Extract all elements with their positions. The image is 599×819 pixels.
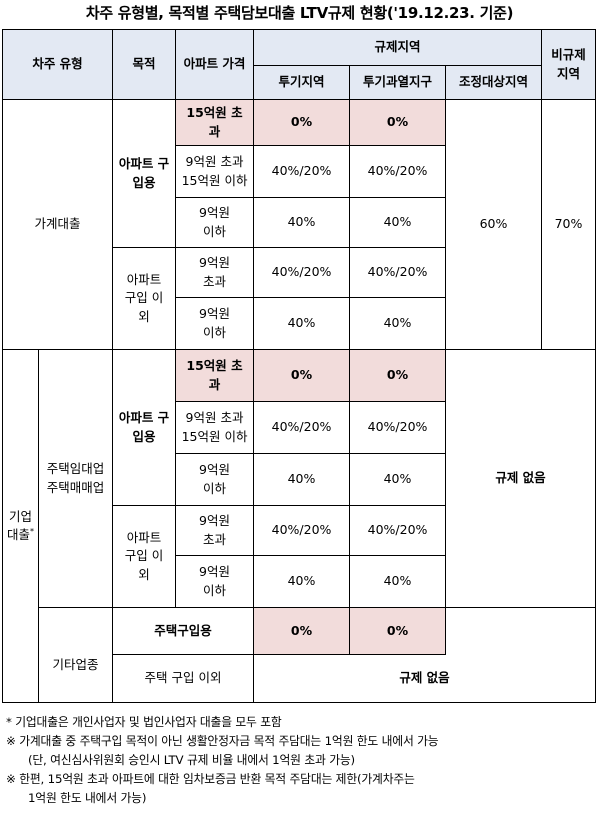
page-title: 차주 유형별, 목적별 주택담보대출 LTV규제 현황('19.12.23. 기…: [85, 4, 514, 22]
corporate-purchase-label: 아파트 구입용: [112, 349, 177, 506]
footnote: * 기업대출은 개인사업자 및 법인사업자 대출을 모두 포함: [6, 715, 282, 729]
other-business-non-purchase: 주택 구입 이외: [112, 654, 255, 703]
speculative-value: 40%/20%: [253, 247, 351, 298]
overheated-value: 40%: [349, 297, 447, 350]
speculative-value: 0%: [253, 349, 351, 402]
overheated-value: 40%/20%: [349, 505, 447, 556]
overheated-value: 0%: [349, 99, 447, 146]
header-non-regulated: 비규제 지역: [541, 29, 597, 100]
footnote: ※ 한편, 15억원 초과 아파트에 대한 임차보증금 반환 목적 주담대는 제…: [6, 772, 415, 786]
price-cell: 9억원 초과: [175, 247, 255, 298]
price-cell: 9억원 초과: [175, 505, 255, 556]
speculative-value: 40%: [253, 197, 351, 248]
other-business-label: 기타업종: [37, 607, 114, 703]
price-cell: 9억원 이하: [175, 197, 255, 248]
price-cell: 15억원 초과: [175, 349, 255, 402]
price-cell: 9억원 초과 15억원 이하: [175, 145, 255, 198]
header-overheated: 투기과열지구: [349, 65, 447, 100]
header-apt-price: 아파트 가격: [175, 29, 255, 100]
other-business-no-regulation: 규제 없음: [253, 654, 597, 703]
corporate-loan-label: 기업 대출*: [2, 349, 39, 703]
overheated-value: 0%: [349, 349, 447, 402]
other-business-purchase: 주택구입용: [112, 607, 255, 655]
footnote: 1억원 한도 내에서 가능): [28, 791, 147, 805]
header-regulated-area: 규제지역: [253, 29, 543, 66]
speculative-value: 40%: [253, 555, 351, 608]
speculative-value: 40%: [253, 453, 351, 506]
footnotes: * 기업대출은 개인사업자 및 법인사업자 대출을 모두 포함 ※ 가계대출 중…: [6, 713, 596, 808]
overheated-value: 0%: [349, 607, 447, 655]
household-other-label: 아파트 구입 이외: [112, 247, 177, 350]
price-cell: 9억원 이하: [175, 453, 255, 506]
footnote: (단, 여신심사위원회 승인시 LTV 규제 비율 내에서 1억원 초과 가능): [28, 753, 355, 767]
price-cell: 9억원 초과 15억원 이하: [175, 401, 255, 454]
header-speculative: 투기지역: [253, 65, 351, 100]
footnote: ※ 가계대출 중 주택구입 목적이 아닌 생활안정자금 목적 주담대는 1억원 …: [6, 734, 439, 748]
ltv-regulation-table: 차주 유형 목적 아파트 가격 규제지역 비규제 지역 투기지역 투기과열지구 …: [1, 29, 597, 703]
speculative-value: 40%: [253, 297, 351, 350]
corporate-other-label: 아파트 구입 이외: [112, 505, 177, 608]
blank-cell: [445, 607, 597, 655]
speculative-value: 40%/20%: [253, 145, 351, 198]
overheated-value: 40%/20%: [349, 145, 447, 198]
household-adjustment-value: 60%: [445, 99, 543, 350]
speculative-value: 40%/20%: [253, 505, 351, 556]
header-adjustment: 조정대상지역: [445, 65, 543, 100]
speculative-value: 40%/20%: [253, 401, 351, 454]
price-cell: 15억원 초과: [175, 99, 255, 146]
price-cell: 9억원 이하: [175, 297, 255, 350]
rental-business-label: 주택임대업 주택매매업: [37, 349, 114, 608]
household-non-regulated-value: 70%: [541, 99, 597, 350]
corporate-no-regulation: 규제 없음: [445, 349, 597, 608]
header-borrower-type: 차주 유형: [1, 29, 114, 100]
overheated-value: 40%: [349, 197, 447, 248]
household-loan-label: 가계대출: [1, 99, 114, 350]
household-purchase-label: 아파트 구입용: [112, 99, 177, 248]
header-purpose: 목적: [112, 29, 177, 100]
speculative-value: 0%: [253, 607, 351, 655]
overheated-value: 40%/20%: [349, 247, 447, 298]
overheated-value: 40%: [349, 555, 447, 608]
overheated-value: 40%: [349, 453, 447, 506]
price-cell: 9억원 이하: [175, 555, 255, 608]
speculative-value: 0%: [253, 99, 351, 146]
overheated-value: 40%/20%: [349, 401, 447, 454]
